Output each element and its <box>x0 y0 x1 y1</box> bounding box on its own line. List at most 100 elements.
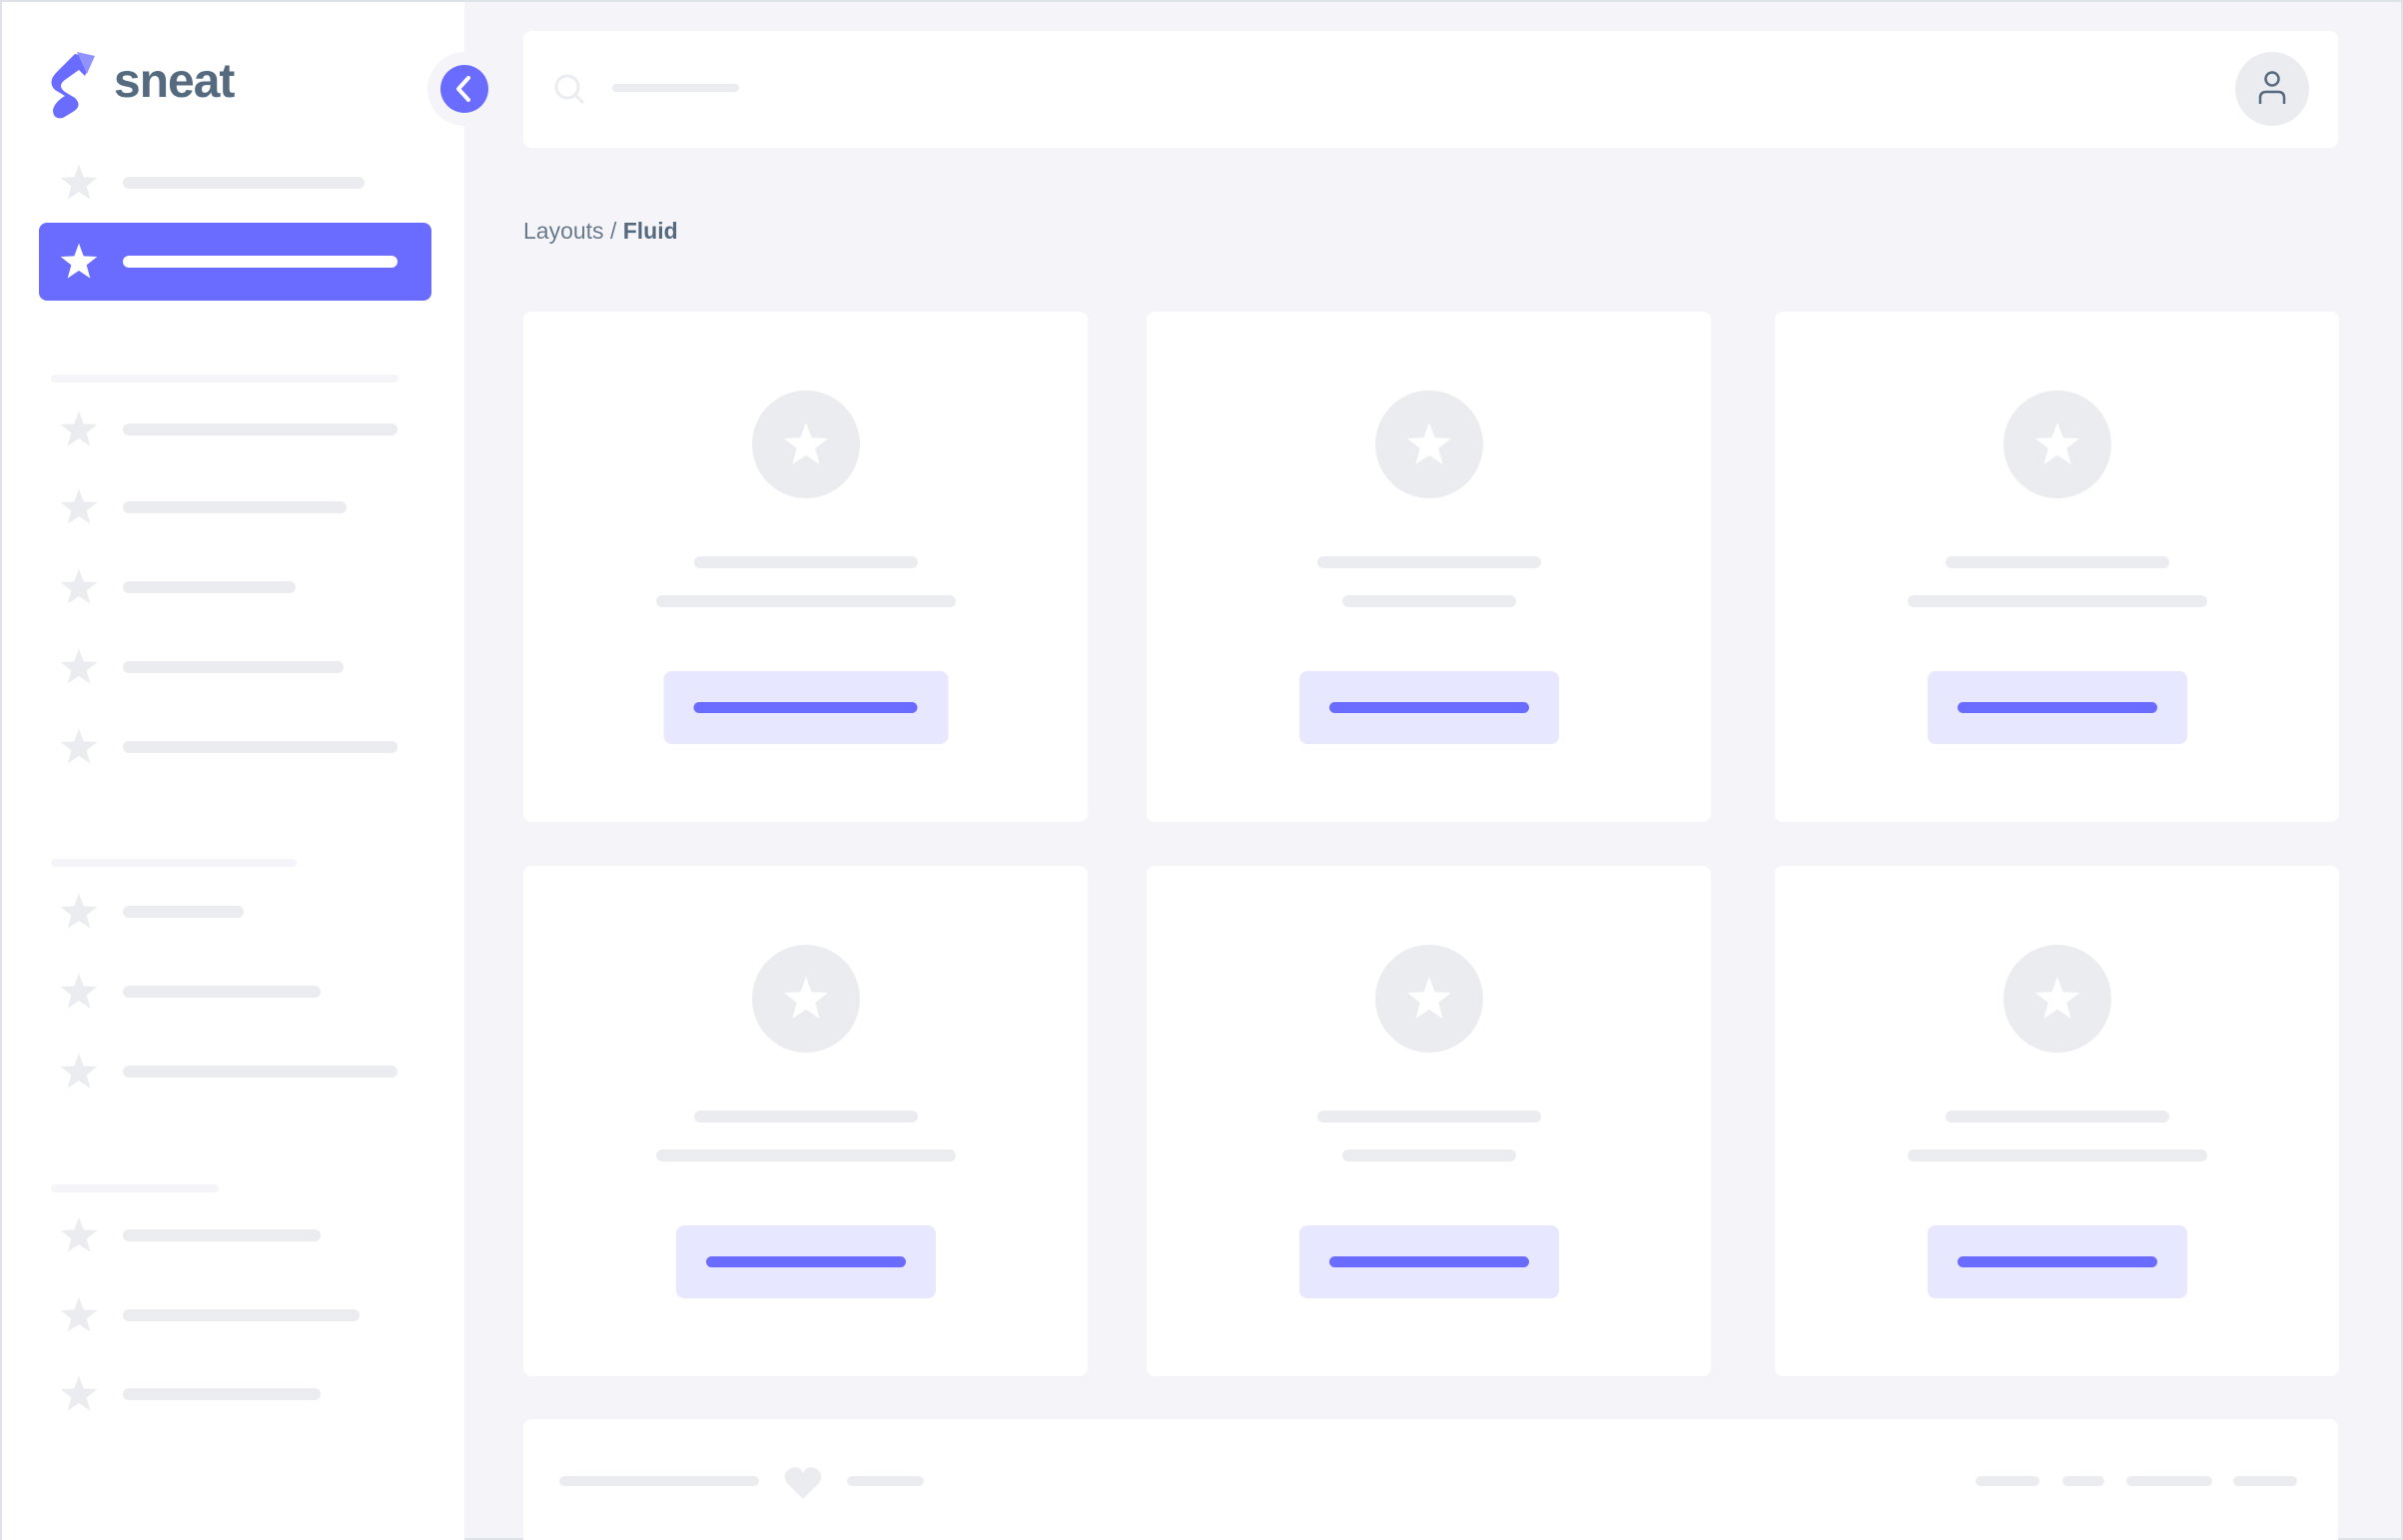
nav-item-label <box>123 1309 360 1321</box>
star-icon <box>60 1053 98 1089</box>
card-subtitle <box>1907 595 2207 607</box>
footer-text <box>559 1476 759 1486</box>
star-icon <box>1406 977 1451 1019</box>
star-icon <box>60 893 98 929</box>
nav-item-label <box>123 741 398 753</box>
star-icon <box>2034 422 2079 464</box>
heart-icon <box>784 1467 822 1499</box>
breadcrumb-separator: / <box>603 218 623 244</box>
nav-item[interactable] <box>59 487 99 532</box>
nav-section-header <box>51 859 297 867</box>
star-icon <box>60 410 98 446</box>
star-icon <box>60 648 98 684</box>
nav-item[interactable] <box>59 1295 99 1340</box>
card-icon <box>751 945 860 1053</box>
card <box>1147 312 1711 822</box>
nav-item[interactable] <box>59 972 99 1017</box>
card-subtitle <box>1341 595 1516 607</box>
logo-text: sneat <box>114 55 235 108</box>
nav-item[interactable] <box>59 163 99 208</box>
card-icon <box>1374 390 1483 498</box>
nav-item-label <box>123 661 344 673</box>
nav-item-label <box>123 986 321 998</box>
card-title <box>1945 1111 2169 1123</box>
sidebar: sneat <box>2 2 501 1540</box>
card <box>523 312 1088 822</box>
nav-section-header <box>51 1184 219 1192</box>
star-icon <box>60 1375 98 1411</box>
footer-link[interactable] <box>1976 1476 2039 1486</box>
nav-item[interactable] <box>59 409 99 454</box>
nav-item[interactable] <box>59 727 99 772</box>
nav-item-label <box>123 501 347 513</box>
card-button[interactable] <box>675 1225 936 1298</box>
user-icon <box>2258 71 2286 104</box>
nav-item-label <box>123 177 365 189</box>
card-icon <box>2002 390 2111 498</box>
nav-item-label <box>123 1066 398 1078</box>
nav-item[interactable] <box>59 892 99 937</box>
card-title <box>1316 556 1541 568</box>
nav-section-header <box>51 375 399 383</box>
star-icon <box>2034 977 2079 1019</box>
footer-link[interactable] <box>2233 1476 2297 1486</box>
star-icon <box>60 568 98 604</box>
star-icon <box>783 422 828 464</box>
nav-item-active[interactable] <box>39 223 431 301</box>
chevron-left-icon <box>456 76 470 102</box>
nav-item-label <box>123 906 244 918</box>
star-icon <box>60 1216 98 1252</box>
star-icon <box>60 164 98 200</box>
card-icon <box>751 390 860 498</box>
card-button[interactable] <box>1298 671 1559 744</box>
nav-item[interactable] <box>59 567 99 612</box>
card-button[interactable] <box>1927 671 2187 744</box>
user-avatar[interactable] <box>2235 52 2309 126</box>
navbar <box>523 31 2338 148</box>
nav-item[interactable] <box>59 647 99 692</box>
star-icon <box>1406 422 1451 464</box>
nav-item[interactable] <box>59 1374 99 1419</box>
search-input[interactable] <box>612 84 739 92</box>
card-button[interactable] <box>1927 1225 2187 1298</box>
nav-item[interactable] <box>59 1215 99 1260</box>
card-title <box>693 1111 918 1123</box>
footer-link[interactable] <box>2126 1476 2212 1486</box>
card <box>523 866 1088 1376</box>
nav-item-label <box>123 1388 321 1400</box>
card <box>1147 866 1711 1376</box>
nav-item-label <box>123 1229 321 1241</box>
card-subtitle <box>655 1150 956 1161</box>
breadcrumb-parent[interactable]: Layouts <box>523 218 604 244</box>
card-subtitle <box>655 595 956 607</box>
nav-item-label <box>123 581 296 593</box>
star-icon <box>783 977 828 1019</box>
logo-icon <box>51 52 95 119</box>
nav-item-label <box>123 256 398 268</box>
card-icon <box>2002 945 2111 1053</box>
nav-item[interactable] <box>59 1052 99 1097</box>
card-title <box>693 556 918 568</box>
star-icon <box>60 973 98 1009</box>
card-subtitle <box>1907 1150 2207 1161</box>
card-icon <box>1374 945 1483 1053</box>
footer <box>523 1419 2338 1540</box>
star-icon <box>60 488 98 524</box>
footer-link[interactable] <box>2062 1476 2104 1486</box>
card-title <box>1945 556 2169 568</box>
star-icon <box>60 243 98 279</box>
breadcrumb: Layouts / Fluid <box>523 218 678 245</box>
card-button[interactable] <box>663 671 948 744</box>
search-icon <box>554 74 585 105</box>
star-icon <box>60 1296 98 1332</box>
collapse-sidebar-button[interactable] <box>427 52 501 126</box>
card <box>1775 312 2339 822</box>
footer-link[interactable] <box>847 1476 924 1486</box>
breadcrumb-current: Fluid <box>622 218 678 244</box>
card <box>1775 866 2339 1376</box>
nav-item-label <box>123 423 398 435</box>
card-subtitle <box>1341 1150 1516 1161</box>
card-button[interactable] <box>1298 1225 1559 1298</box>
star-icon <box>60 728 98 764</box>
card-title <box>1316 1111 1541 1123</box>
